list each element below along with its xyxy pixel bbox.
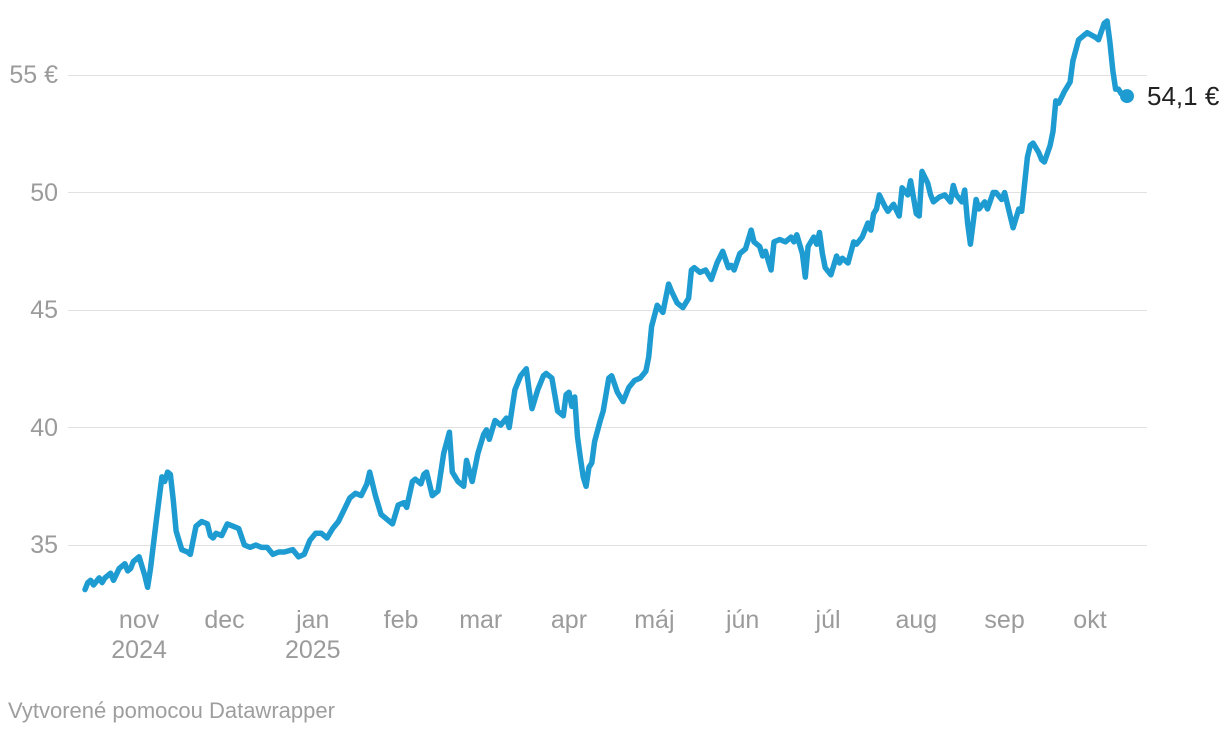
x-axis-label-sep: sep <box>984 606 1025 634</box>
x-axis-label-mar: mar <box>459 606 503 634</box>
gridline-50 <box>68 192 1147 193</box>
x-axis-label-feb: feb <box>383 606 419 634</box>
x-axis-label-dec: dec <box>204 606 245 634</box>
price-line[interactable] <box>82 18 1130 593</box>
gridline-35 <box>68 544 1147 546</box>
x-axis-label-okt: okt <box>1073 606 1107 634</box>
x-axis-label-apr: apr <box>550 606 588 634</box>
y-axis-label-45: 45 <box>30 296 58 324</box>
gridline-40 <box>68 427 1147 428</box>
y-axis-label-40: 40 <box>30 413 58 442</box>
end-value-label: 54,1 € <box>1147 81 1220 112</box>
x-axis-label-jún: jún <box>725 606 760 634</box>
y-axis-label-55: 55 € <box>9 61 58 89</box>
x-axis-year-2024: 2024 <box>111 636 167 664</box>
x-axis-label-máj: máj <box>634 606 675 634</box>
gridline-55 <box>68 74 1147 76</box>
x-axis-label-nov: nov <box>118 606 160 634</box>
datawrapper-attribution-link[interactable]: Vytvorené pomocou Datawrapper <box>8 698 335 723</box>
x-axis-label-aug: aug <box>895 606 938 634</box>
y-axis-label-50: 50 <box>30 178 58 207</box>
x-axis-label-jan: jan <box>296 606 330 634</box>
gridline-45 <box>68 309 1147 311</box>
y-axis-label-35: 35 <box>30 531 58 559</box>
x-axis-year-2025: 2025 <box>284 636 341 664</box>
x-axis-label-júl: júl <box>815 606 841 634</box>
end-point-dot <box>1120 89 1134 104</box>
